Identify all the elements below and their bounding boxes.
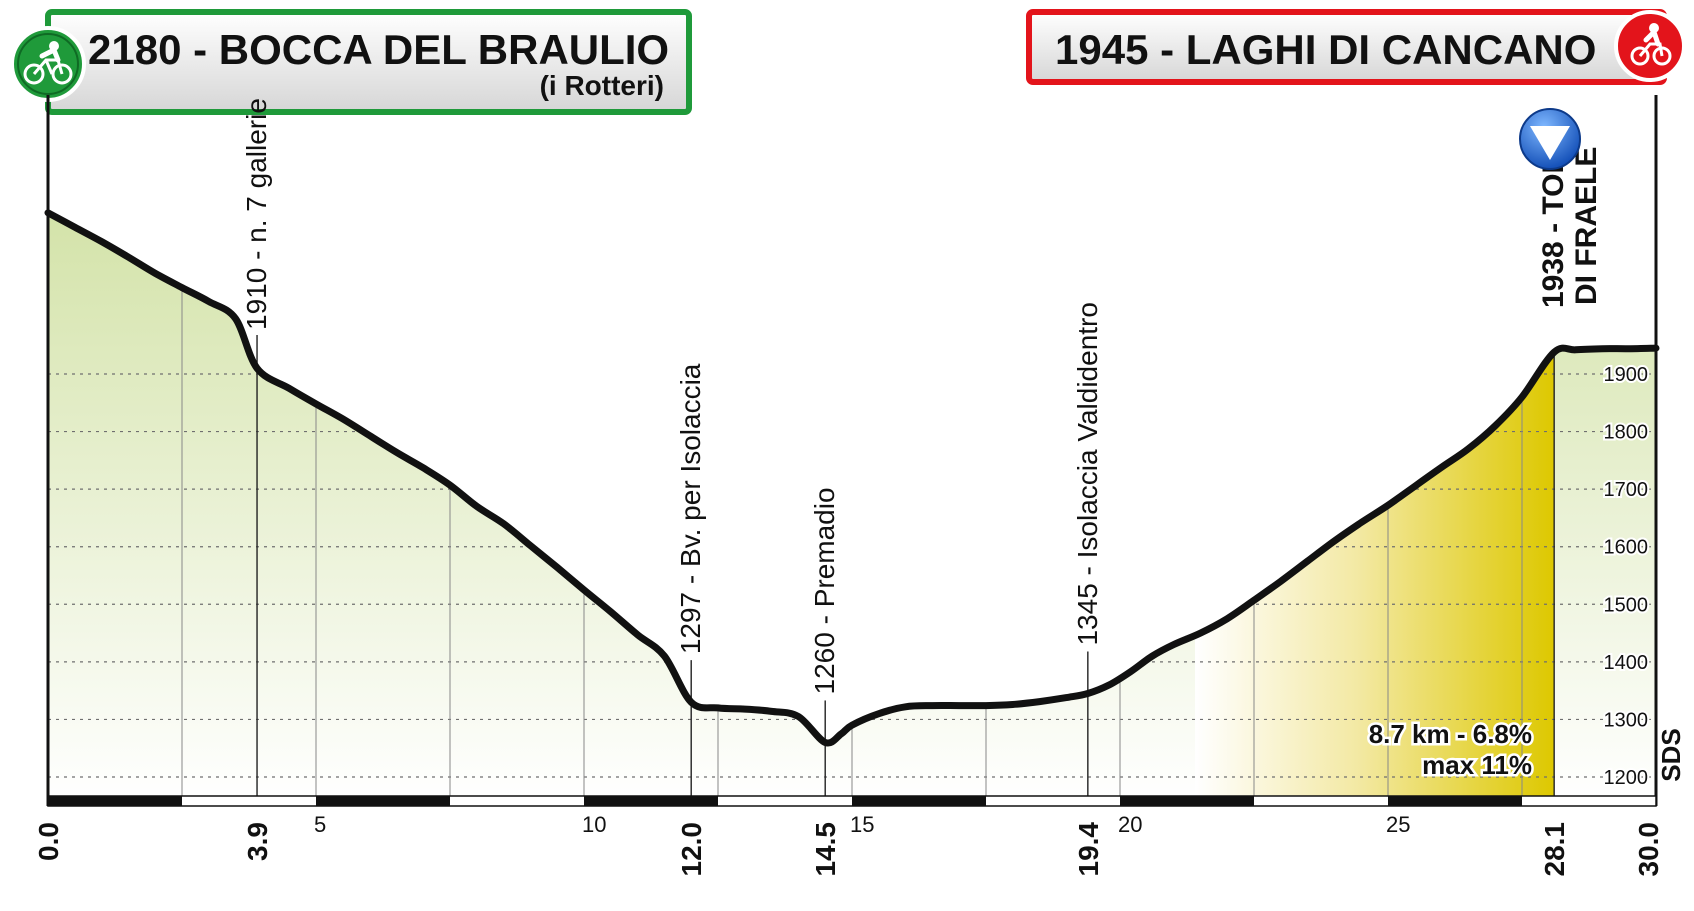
x-tick-label: 10	[582, 812, 606, 837]
climb-stats-line2: max 11%	[1422, 750, 1532, 780]
y-tick-label: 1800	[1604, 422, 1649, 444]
x-tick-label: 5	[314, 812, 326, 837]
climb-stats-line1: 8.7 km - 6.8%	[1369, 719, 1532, 749]
km-bar-segment	[1388, 796, 1522, 806]
km-bar-segment	[584, 796, 718, 806]
waypoint-km: 12.0	[676, 822, 707, 877]
y-tick-label: 1400	[1604, 652, 1649, 674]
km-bar-segment	[852, 796, 986, 806]
waypoint-km: 14.5	[810, 822, 841, 877]
waypoint-label: 1297 - Bv. per Isolaccia	[675, 363, 706, 654]
km-bar-segment	[1120, 796, 1254, 806]
climb-area	[1195, 212, 1555, 800]
waypoint-km: 0.0	[33, 822, 64, 861]
y-tick-label: 1200	[1604, 767, 1649, 789]
waypoint-km: 30.0	[1633, 822, 1664, 877]
waypoint-km: 19.4	[1073, 822, 1104, 877]
waypoint-label: 1910 - n. 7 gallerie	[241, 98, 272, 330]
y-tick-label: 1600	[1604, 537, 1649, 559]
start-header: 2180 - BOCCA DEL BRAULIO (i Rotteri)	[10, 9, 692, 115]
waypoint-km: 3.9	[242, 822, 273, 861]
waypoint-label: 1345 - Isolaccia Valdidentro	[1072, 302, 1103, 645]
finish-title: 1945 - LAGHI DI CANCANO	[1055, 26, 1596, 73]
y-tick-label: 1300	[1604, 709, 1649, 731]
finish-cyclist-icon	[1614, 10, 1686, 82]
x-tick-label: 20	[1118, 812, 1142, 837]
finish-header: 1945 - LAGHI DI CANCANO	[1026, 9, 1686, 85]
x-tick-label: 15	[850, 812, 874, 837]
x-tick-label: 25	[1386, 812, 1410, 837]
y-tick-label: 1700	[1604, 479, 1649, 501]
waypoint-km: 28.1	[1539, 822, 1570, 877]
waypoint-label-2: DI FRAELE	[1570, 147, 1603, 305]
start-cyclist-icon	[10, 26, 86, 102]
km-bar-segment	[48, 796, 182, 806]
y-tick-label: 1500	[1604, 594, 1649, 616]
kom-marker-icon	[1519, 108, 1581, 170]
start-subtitle: (i Rotteri)	[540, 70, 664, 101]
waypoint-label: 1260 - Premadio	[809, 487, 840, 694]
start-title: 2180 - BOCCA DEL BRAULIO	[88, 26, 669, 73]
y-tick-label: 1900	[1604, 364, 1649, 386]
km-bar-segment	[316, 796, 450, 806]
profile-line	[44, 209, 1660, 747]
credit-logo: SDS	[1656, 728, 1686, 781]
